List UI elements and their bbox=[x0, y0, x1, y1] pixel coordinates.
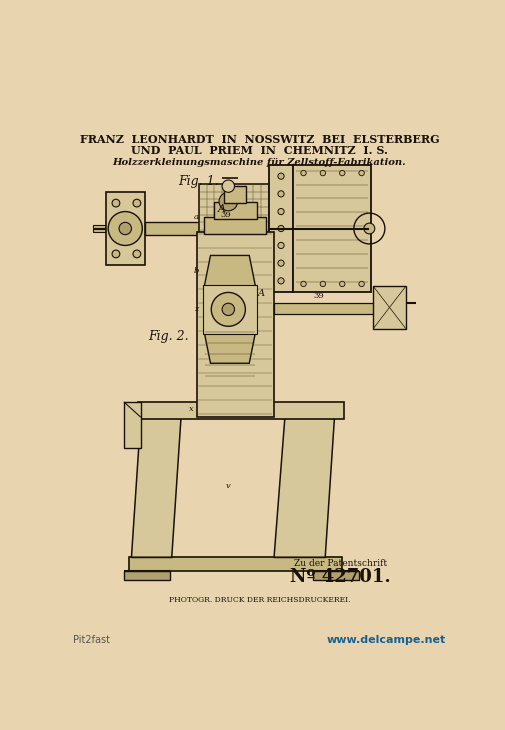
Bar bbox=[312, 571, 359, 580]
Text: A: A bbox=[218, 204, 226, 215]
Circle shape bbox=[363, 223, 374, 234]
Bar bbox=[268, 166, 293, 292]
Circle shape bbox=[277, 191, 284, 197]
Text: 39: 39 bbox=[313, 291, 324, 299]
Text: Nº 42701.: Nº 42701. bbox=[290, 569, 390, 586]
Text: PHOTOGR. DRUCK DER REICHSDRUCKEREI.: PHOTOGR. DRUCK DER REICHSDRUCKEREI. bbox=[168, 596, 349, 604]
Bar bbox=[123, 402, 140, 448]
Bar bbox=[224, 186, 245, 203]
Text: a: a bbox=[193, 213, 198, 221]
Text: v: v bbox=[226, 483, 230, 491]
Text: b: b bbox=[193, 267, 198, 275]
Polygon shape bbox=[204, 332, 255, 364]
Bar bbox=[138, 402, 343, 419]
Circle shape bbox=[112, 199, 120, 207]
Circle shape bbox=[320, 281, 325, 287]
Text: UND  PAUL  PRIEM  IN  CHEMNITZ  I. S.: UND PAUL PRIEM IN CHEMNITZ I. S. bbox=[131, 145, 387, 156]
Bar bbox=[214, 201, 257, 218]
Bar bbox=[123, 571, 170, 580]
Bar bbox=[106, 191, 144, 266]
Polygon shape bbox=[204, 255, 255, 286]
Bar bbox=[196, 232, 274, 417]
Circle shape bbox=[133, 225, 140, 232]
Circle shape bbox=[222, 303, 234, 315]
Bar bbox=[144, 222, 287, 236]
Bar bbox=[203, 285, 257, 334]
Circle shape bbox=[112, 225, 120, 232]
Circle shape bbox=[277, 260, 284, 266]
Circle shape bbox=[222, 180, 234, 192]
Text: 39: 39 bbox=[220, 211, 231, 219]
Bar bbox=[293, 166, 370, 292]
Text: FRANZ  LEONHARDT  IN  NOSSWITZ  BEI  ELSTERBERG: FRANZ LEONHARDT IN NOSSWITZ BEI ELSTERBE… bbox=[79, 134, 438, 145]
Circle shape bbox=[211, 293, 245, 326]
Circle shape bbox=[108, 212, 142, 245]
Polygon shape bbox=[131, 417, 181, 557]
Bar bbox=[274, 303, 378, 314]
Circle shape bbox=[320, 170, 325, 176]
Bar bbox=[92, 225, 107, 232]
Circle shape bbox=[219, 192, 237, 211]
Bar bbox=[198, 184, 268, 273]
Text: z: z bbox=[194, 305, 198, 313]
Text: Fig. 2.: Fig. 2. bbox=[148, 330, 189, 343]
Text: Pit2fast: Pit2fast bbox=[72, 635, 110, 645]
Circle shape bbox=[300, 170, 306, 176]
Circle shape bbox=[112, 250, 120, 258]
Circle shape bbox=[277, 173, 284, 180]
Circle shape bbox=[133, 250, 140, 258]
Circle shape bbox=[358, 281, 364, 287]
Circle shape bbox=[119, 223, 131, 234]
Circle shape bbox=[277, 209, 284, 215]
Circle shape bbox=[277, 242, 284, 248]
Circle shape bbox=[339, 170, 344, 176]
Bar bbox=[204, 217, 266, 234]
Text: Zu der Patentschrift: Zu der Patentschrift bbox=[293, 559, 386, 568]
Text: Fig. 1.: Fig. 1. bbox=[178, 175, 218, 188]
Bar bbox=[373, 286, 405, 328]
Text: A: A bbox=[257, 290, 264, 299]
Circle shape bbox=[300, 281, 306, 287]
Text: www.delcampe.net: www.delcampe.net bbox=[326, 635, 445, 645]
Bar bbox=[129, 557, 341, 571]
Polygon shape bbox=[274, 417, 334, 557]
Circle shape bbox=[339, 281, 344, 287]
Circle shape bbox=[277, 278, 284, 284]
Circle shape bbox=[133, 199, 140, 207]
Text: Holzzerkleinungsmaschine für Zellstoff-Fabrikation.: Holzzerkleinungsmaschine für Zellstoff-F… bbox=[112, 158, 406, 167]
Text: x: x bbox=[188, 405, 193, 413]
Circle shape bbox=[277, 226, 284, 231]
Circle shape bbox=[358, 170, 364, 176]
